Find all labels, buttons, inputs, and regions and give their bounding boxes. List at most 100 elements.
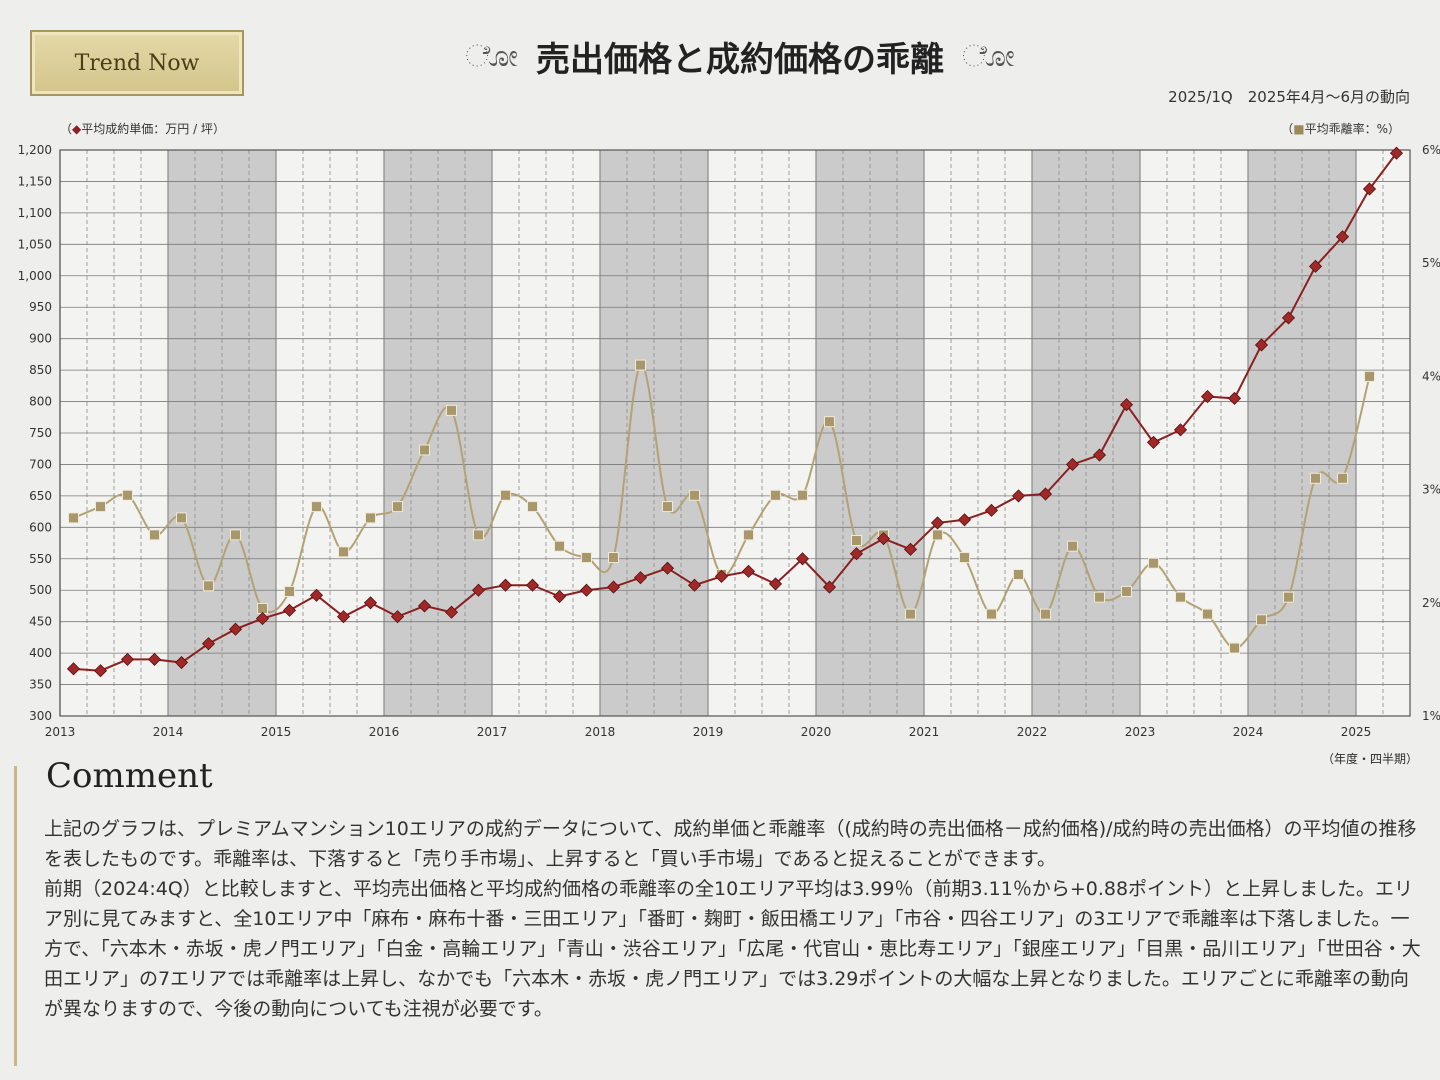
- diamond-marker-icon: ◆: [72, 122, 82, 136]
- price-point: [309, 588, 324, 602]
- x-tick-label: 2021: [909, 725, 940, 739]
- rate-point: [419, 444, 430, 456]
- price-point: [660, 561, 675, 575]
- y-left-tick-label: 950: [29, 300, 52, 314]
- x-tick-label: 2017: [477, 725, 508, 739]
- y-left-tick-label: 500: [29, 583, 52, 597]
- price-point: [282, 603, 297, 617]
- page-title-wrap: ೋ 売出価格と成約価格の乖離 ೋ: [400, 28, 1080, 84]
- rate-point: [446, 404, 457, 416]
- x-tick-label: 2025: [1341, 725, 1372, 739]
- rate-point: [662, 501, 673, 513]
- rate-point: [527, 501, 538, 513]
- rate-point: [95, 501, 106, 513]
- y-left-tick-label: 1,000: [18, 269, 52, 283]
- x-tick-label: 2020: [801, 725, 832, 739]
- rate-point: [122, 489, 133, 501]
- rate-point: [1121, 585, 1132, 597]
- y-right-tick-label: 3%: [1422, 483, 1440, 497]
- price-point: [1092, 448, 1107, 462]
- price-point: [444, 605, 459, 619]
- price-point: [876, 532, 891, 546]
- rate-point: [743, 529, 754, 541]
- price-point: [1389, 146, 1404, 160]
- price-point: [1065, 457, 1080, 472]
- price-point: [471, 583, 486, 597]
- page-title: 売出価格と成約価格の乖離: [536, 39, 944, 80]
- x-tick-label: 2018: [585, 725, 616, 739]
- price-point: [606, 580, 621, 594]
- rate-point: [608, 552, 619, 564]
- plot-border: [59, 149, 1411, 717]
- y-left-tick-label: 550: [29, 552, 52, 566]
- price-point: [930, 516, 945, 530]
- rate-point: [284, 585, 295, 597]
- trend-chart: 300 350 400 450 500 550 600 650 700 750 800 850 900 9…: [18, 143, 1440, 739]
- y-left-tick-label: 450: [29, 615, 52, 629]
- price-point: [174, 655, 189, 670]
- price-point: [1308, 259, 1323, 273]
- y-left-tick-label: 900: [29, 332, 52, 346]
- comment-bar: [14, 766, 17, 1066]
- x-tick-label: 2024: [1233, 725, 1264, 739]
- y-left-tick-label: 1,050: [18, 237, 52, 251]
- x-tick-label: 2015: [261, 725, 292, 739]
- rate-point: [1013, 569, 1024, 580]
- rate-point: [932, 529, 943, 541]
- price-point: [957, 513, 972, 527]
- y-left-tick-label: 1,100: [18, 206, 52, 220]
- price-point: [1119, 398, 1134, 412]
- y-right-tick-label: 1%: [1422, 709, 1440, 723]
- price-point: [1335, 230, 1350, 244]
- price-point: [1011, 489, 1026, 503]
- rate-point: [581, 552, 592, 564]
- right-ornament-icon: ೋ: [962, 38, 1015, 74]
- price-point: [1200, 389, 1215, 404]
- x-axis-unit: （年度・四半期）: [1321, 752, 1418, 766]
- x-tick-label: 2019: [693, 725, 724, 739]
- price-point: [66, 662, 81, 676]
- rate-point: [770, 489, 781, 501]
- y-left-tick-label: 700: [29, 457, 52, 471]
- x-tick-label: 2013: [45, 725, 76, 739]
- rate-point: [1175, 591, 1186, 603]
- y-left-tick-label: 350: [29, 678, 52, 692]
- left-ornament-icon: ೋ: [465, 38, 518, 74]
- rate-point: [1256, 614, 1267, 626]
- rate-point: [230, 529, 241, 541]
- price-point: [903, 542, 918, 556]
- y-right-tick-label: 2%: [1422, 596, 1440, 610]
- rate-point: [1229, 642, 1240, 654]
- rate-point: [959, 552, 970, 564]
- rate-point: [1283, 591, 1294, 603]
- legend-left: （◆平均成約単価：万円 / 坪）: [60, 122, 225, 136]
- x-tick-label: 2014: [153, 725, 184, 739]
- y-right-tick-label: 5%: [1422, 256, 1440, 270]
- period-label: 2025/1Q 2025年4月～6月の動向: [1168, 88, 1410, 106]
- rate-point: [338, 546, 349, 558]
- rate-point: [68, 512, 79, 524]
- y-left-tick-label: 750: [29, 426, 52, 440]
- price-point: [390, 610, 405, 624]
- legend-right-label: 平均乖離率：%: [1304, 122, 1388, 136]
- price-point: [147, 652, 162, 666]
- rate-point: [1067, 540, 1078, 552]
- price-point: [255, 611, 270, 626]
- y-left-tick-label: 600: [29, 520, 52, 534]
- rate-point: [1094, 591, 1105, 603]
- price-point: [795, 552, 810, 566]
- price-point: [120, 652, 135, 666]
- price-point: [363, 596, 378, 610]
- y-left-tick-label: 1,200: [18, 143, 52, 157]
- rate-point: [689, 489, 700, 501]
- price-point: [579, 583, 594, 597]
- price-point: [1281, 311, 1296, 325]
- rate-point: [176, 512, 187, 524]
- price-point: [741, 564, 756, 578]
- comment-paragraph-2: 前期（2024:4Q）と比較しますと、平均売出価格と平均成約価格の乖離率の全10…: [44, 878, 1421, 1020]
- y-right-tick-label: 4%: [1422, 369, 1440, 383]
- rate-point: [1364, 370, 1375, 382]
- x-tick-label: 2016: [369, 725, 400, 739]
- rate-point: [365, 512, 376, 524]
- rate-point: [149, 529, 160, 541]
